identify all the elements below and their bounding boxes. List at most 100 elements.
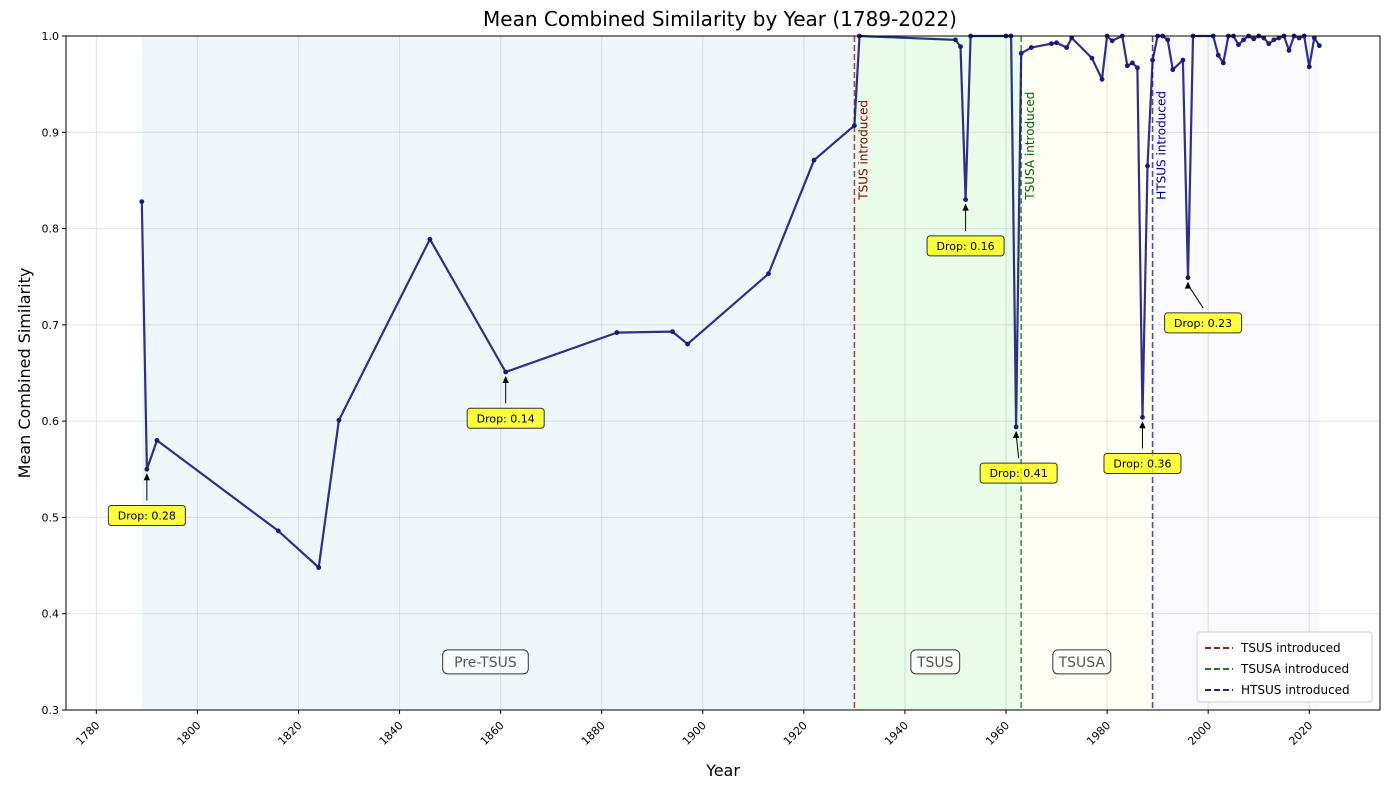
annotation-text: Drop: 0.28	[118, 510, 176, 523]
annotation-arrowhead	[143, 473, 151, 481]
data-point	[139, 199, 145, 205]
era-label-text: Pre-TSUS	[454, 655, 517, 671]
data-point	[1271, 37, 1277, 43]
legend-box	[1196, 631, 1373, 703]
data-point	[685, 341, 691, 347]
legend-entry: TSUSA introduced	[1205, 662, 1349, 676]
era-label-box	[910, 649, 961, 675]
data-point	[1049, 41, 1054, 47]
drop-annotation: Drop: 0.14	[466, 376, 545, 429]
legend-entry: HTSUS introduced	[1205, 683, 1350, 697]
x-tick-label: 1960	[983, 719, 1012, 748]
annotation-arrowhead	[1184, 281, 1192, 289]
data-point	[1286, 48, 1292, 53]
x-tick-label: 2000	[1185, 719, 1214, 748]
axes-frame	[65, 35, 1381, 711]
y-tick-label: 1.0	[42, 30, 60, 43]
plot-area	[66, 36, 1380, 710]
annotation-text: Drop: 0.14	[477, 412, 535, 425]
data-point	[1180, 57, 1186, 63]
x-tick-label: 1940	[882, 719, 911, 748]
x-tick-label: 1880	[579, 719, 608, 748]
era-band	[1021, 36, 1153, 710]
data-point	[811, 157, 817, 163]
annotation-box	[1164, 312, 1243, 334]
data-point	[1109, 38, 1115, 44]
annotation-box	[926, 235, 1005, 257]
x-tick-label: 1980	[1084, 719, 1113, 748]
y-tick-label: 0.9	[42, 126, 60, 139]
y-tick-label: 0.3	[42, 704, 60, 717]
chart-title: Mean Combined Similarity by Year (1789-2…	[483, 7, 957, 31]
data-point	[1296, 35, 1302, 41]
legend-entry: TSUS introduced	[1205, 641, 1341, 655]
data-point	[963, 197, 968, 203]
data-point	[154, 438, 160, 443]
x-tick-label: 1900	[680, 719, 709, 748]
annotation-text: Drop: 0.41	[990, 467, 1048, 480]
x-tick-label: 2020	[1286, 719, 1315, 748]
annotation-arrowhead	[962, 203, 969, 211]
drop-annotations: Drop: 0.28 Drop: 0.14 Drop: 0.16 Drop: 0.41…	[107, 203, 1243, 527]
era-band	[854, 36, 1022, 710]
x-tick-label: 1820	[276, 719, 305, 748]
data-point	[1099, 76, 1105, 82]
threshold-lines: TSUS introduced TSUSA introduced HTSUS int…	[853, 36, 1169, 710]
drop-annotation: Drop: 0.36	[1103, 421, 1182, 475]
era-label-box	[442, 649, 529, 675]
y-tick-label: 0.5	[42, 511, 60, 524]
threshold-line-label: TSUS introduced	[856, 100, 870, 201]
axes	[65, 35, 1381, 711]
data-point	[1306, 64, 1312, 70]
data-point	[275, 528, 281, 534]
legend: TSUS introduced TSUSA introduced HTSUS int…	[1196, 631, 1373, 703]
data-point	[503, 369, 509, 375]
data-point	[958, 44, 963, 49]
data-point	[1236, 42, 1241, 48]
x-axis-ticks: 1780 1800 1820 1840 1860 1880 1900 1920 1940 1960…	[73, 710, 1315, 748]
annotation-arrowhead	[1012, 430, 1020, 438]
data-point	[1150, 57, 1155, 63]
data-point	[1069, 35, 1075, 41]
data-point	[670, 329, 675, 334]
drop-annotation: Drop: 0.23	[1164, 281, 1243, 334]
annotation-text: Drop: 0.36	[1113, 458, 1171, 471]
data-point	[1054, 40, 1059, 46]
y-tick-label: 0.8	[42, 223, 60, 236]
annotation-text: Drop: 0.16	[936, 240, 994, 253]
data-series	[139, 33, 1322, 570]
y-axis-label: Mean Combined Similarity	[15, 268, 34, 479]
data-point	[1165, 37, 1171, 43]
era-label: TSUSA	[1052, 649, 1112, 675]
data-point	[1124, 63, 1130, 69]
data-point	[1261, 35, 1267, 41]
data-point	[1311, 35, 1317, 41]
data-point	[1170, 67, 1176, 73]
legend-label: TSUSA introduced	[1240, 662, 1349, 676]
data-point	[1185, 275, 1191, 281]
data-point	[1266, 41, 1272, 47]
threshold-line-label: TSUSA introduced	[1023, 92, 1037, 201]
x-tick-label: 1920	[781, 719, 810, 748]
era-label-box	[1052, 649, 1112, 675]
data-point	[1316, 43, 1322, 49]
data-point	[1251, 36, 1257, 42]
era-bands: Pre-TSUS TSUS TSUSA	[141, 36, 1320, 710]
y-tick-label: 0.4	[42, 608, 60, 621]
data-point	[614, 330, 620, 335]
era-label: TSUS	[910, 649, 961, 675]
data-point	[1220, 60, 1226, 66]
plot-background	[66, 36, 1380, 710]
annotation-arrow	[1015, 433, 1020, 459]
annotation-arrowhead	[1139, 421, 1146, 429]
x-axis-label: Year	[705, 761, 740, 780]
data-point	[1129, 60, 1135, 66]
y-axis-ticks: 0.3 0.4 0.5 0.6 0.7 0.8 0.9 1.0	[42, 30, 66, 717]
era-label-text: TSUS	[916, 655, 954, 671]
annotation-box	[466, 407, 545, 429]
data-point	[1241, 37, 1246, 43]
annotation-box	[1103, 453, 1182, 475]
data-point	[1215, 52, 1221, 58]
legend-label: HTSUS introduced	[1241, 683, 1350, 697]
